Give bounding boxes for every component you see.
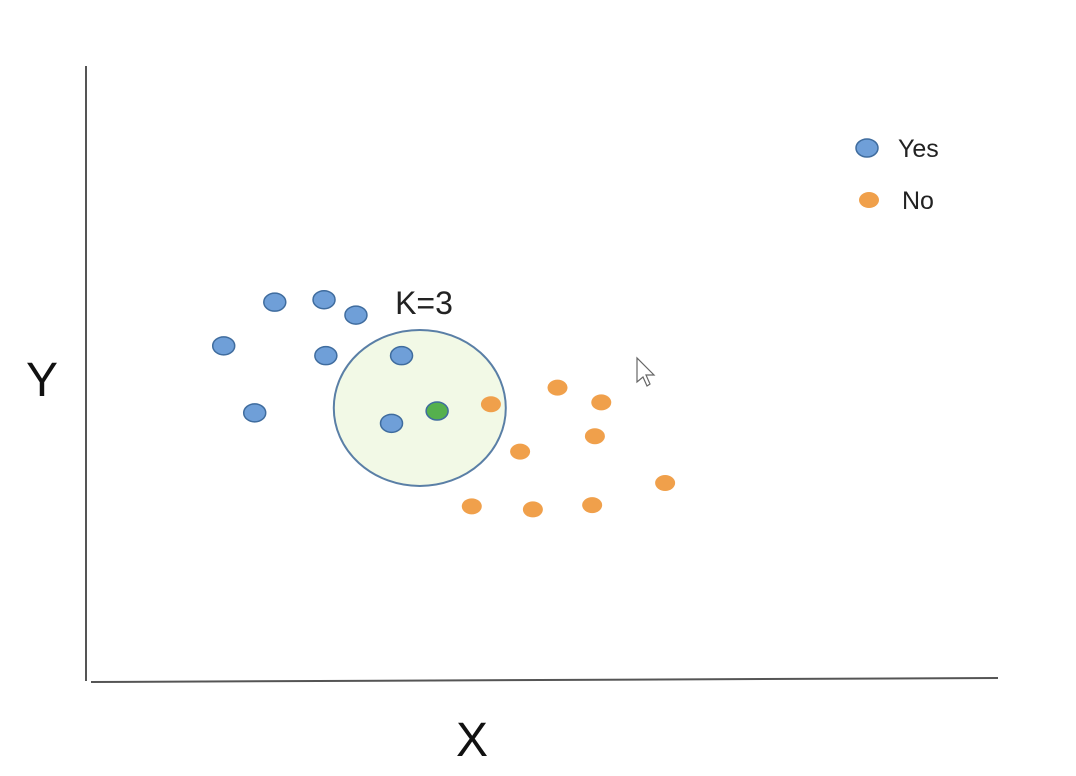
points-layer (211, 289, 676, 518)
data-point-yes (312, 289, 336, 310)
data-point-no (655, 474, 676, 491)
neighborhood-layer (332, 328, 507, 487)
x-axis-title: X (456, 714, 488, 767)
data-point-yes (379, 413, 404, 434)
data-point-no (461, 498, 482, 515)
y-axis-title: Y (26, 354, 58, 407)
x-axis-line (90, 677, 999, 683)
data-point-yes (314, 345, 338, 366)
legend-yes-label: Yes (898, 135, 939, 163)
data-point-yes (263, 292, 287, 312)
legend-yes-marker (855, 138, 879, 158)
data-point-no (480, 396, 501, 413)
data-point-no (522, 501, 543, 518)
data-point-no (584, 428, 605, 445)
mouse-cursor-icon (636, 356, 656, 387)
data-point-yes (211, 336, 236, 356)
legend-no-label: No (902, 187, 934, 215)
k3-neighborhood-circle (332, 328, 507, 487)
data-point-no (547, 379, 568, 396)
data-point-no (582, 497, 603, 514)
query-point (425, 401, 449, 421)
data-point-no (510, 443, 531, 460)
k-annotation: K=3 (395, 285, 453, 321)
legend-no-marker (859, 192, 879, 208)
legend: Yes No (855, 135, 939, 215)
data-point-yes (389, 345, 414, 366)
data-point-no (591, 394, 612, 411)
data-point-yes (242, 403, 267, 423)
data-point-yes (344, 305, 368, 325)
